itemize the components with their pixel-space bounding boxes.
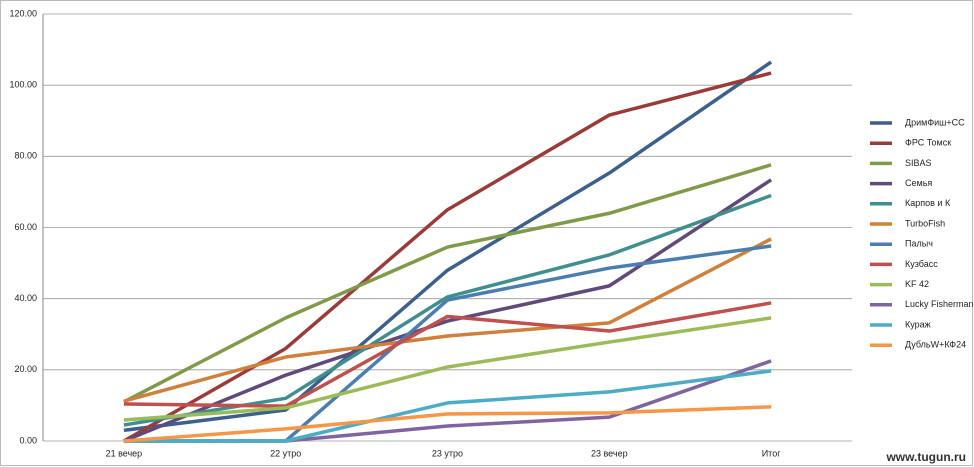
series-line bbox=[123, 71, 772, 443]
y-tick-label: 0.00 bbox=[19, 435, 37, 445]
series-line bbox=[123, 237, 772, 403]
legend-label: ДримФиш+СС bbox=[905, 117, 965, 127]
legend-label: TurboFish bbox=[905, 218, 945, 228]
series-line bbox=[123, 316, 772, 422]
series-line bbox=[123, 193, 772, 427]
y-tick-label: 60.00 bbox=[14, 222, 37, 232]
legend-label: Lucky Fisherman bbox=[905, 299, 974, 309]
y-tick-label: 20.00 bbox=[14, 364, 37, 374]
series-line bbox=[123, 369, 772, 443]
x-tick-label: Итог bbox=[762, 448, 781, 458]
series-line bbox=[123, 178, 773, 443]
legend-label: ФРС Томск bbox=[905, 138, 951, 148]
x-tick-label: 22 утро bbox=[270, 448, 301, 458]
x-tick-label: 21 вечер bbox=[106, 448, 143, 458]
watermark: www.tugun.ru bbox=[885, 450, 966, 464]
legend-label: Карпов и К bbox=[905, 198, 951, 208]
x-tick-label: 23 утро bbox=[432, 448, 463, 458]
legend-label: Семья bbox=[905, 178, 932, 188]
legend-label: Палыч bbox=[905, 239, 933, 249]
y-tick-label: 40.00 bbox=[14, 293, 37, 303]
x-tick-label: 23 вечер bbox=[591, 448, 628, 458]
series-line bbox=[123, 405, 772, 443]
series-line bbox=[123, 163, 772, 404]
legend-label: Кураж bbox=[905, 319, 931, 329]
series-line bbox=[123, 301, 772, 408]
legend-label: ДубльW+КФ24 bbox=[905, 340, 966, 350]
y-tick-label: 100.00 bbox=[9, 80, 37, 90]
series-line bbox=[123, 60, 773, 433]
legend-label: KF 42 bbox=[905, 279, 929, 289]
legend-label: Кузбасс bbox=[905, 259, 938, 269]
y-tick-label: 80.00 bbox=[14, 151, 37, 161]
legend-label: SIBAS bbox=[905, 158, 932, 168]
y-tick-label: 120.00 bbox=[9, 8, 37, 18]
